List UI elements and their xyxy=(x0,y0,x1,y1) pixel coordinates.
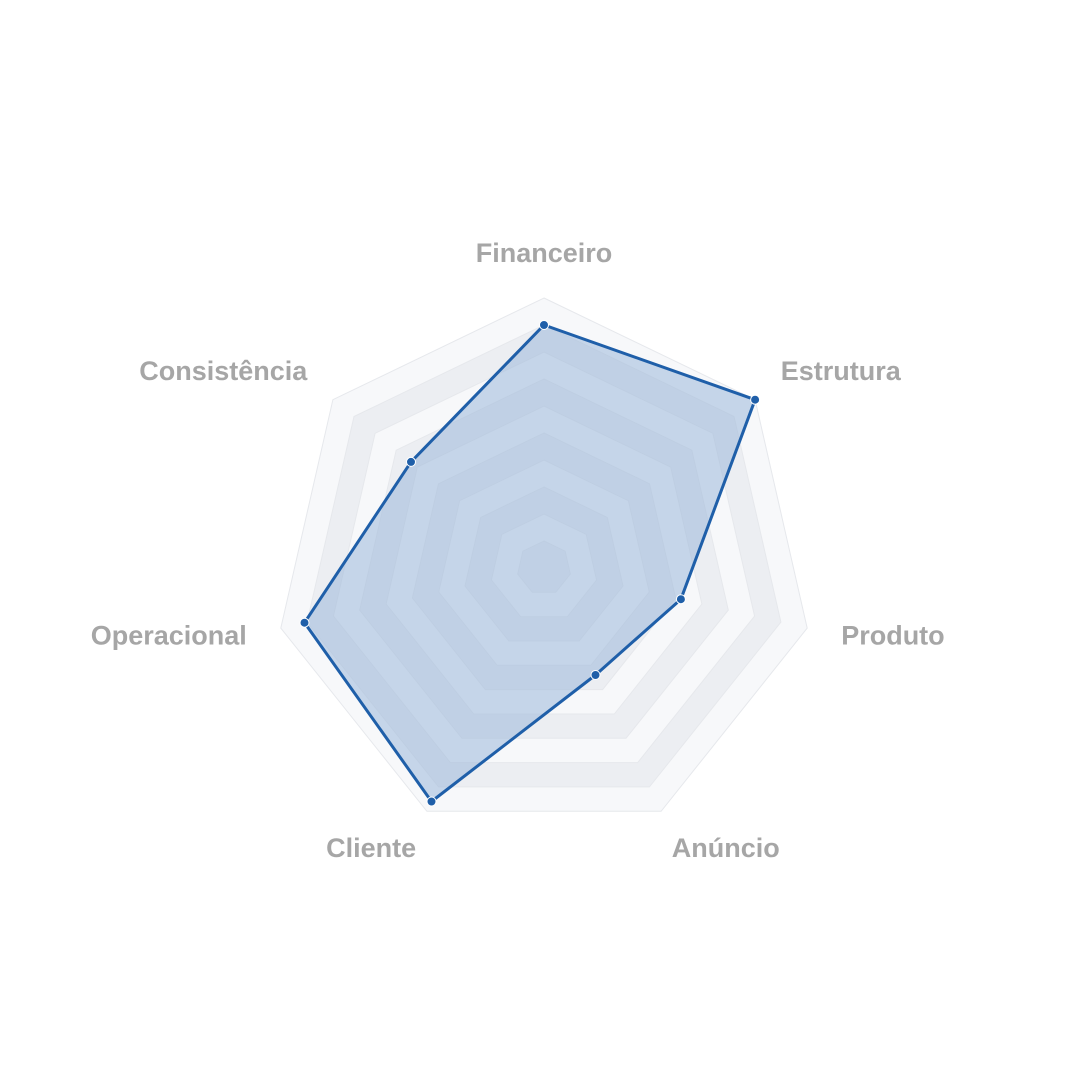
axis-label-2: Produto xyxy=(841,621,944,651)
axis-labels: Financeiro Estrutura Produto Anúncio Cliente… xyxy=(91,238,945,863)
axis-label-3: Anúncio xyxy=(672,833,780,863)
data-point-1[interactable] xyxy=(750,394,761,405)
data-point-3[interactable] xyxy=(590,670,601,680)
radar-series xyxy=(299,320,761,807)
data-point-5[interactable] xyxy=(299,617,310,628)
data-point-0[interactable] xyxy=(539,320,549,330)
series-area-0 xyxy=(303,323,757,803)
axis-label-5: Operacional xyxy=(91,621,247,651)
data-point-4[interactable] xyxy=(426,796,437,807)
axis-label-4: Cliente xyxy=(326,833,416,863)
axis-label-6: Consistência xyxy=(139,356,308,386)
data-point-6[interactable] xyxy=(406,456,416,467)
axis-label-1: Estrutura xyxy=(781,356,902,386)
axis-label-0: Financeiro xyxy=(476,238,613,268)
data-point-2[interactable] xyxy=(675,594,686,605)
